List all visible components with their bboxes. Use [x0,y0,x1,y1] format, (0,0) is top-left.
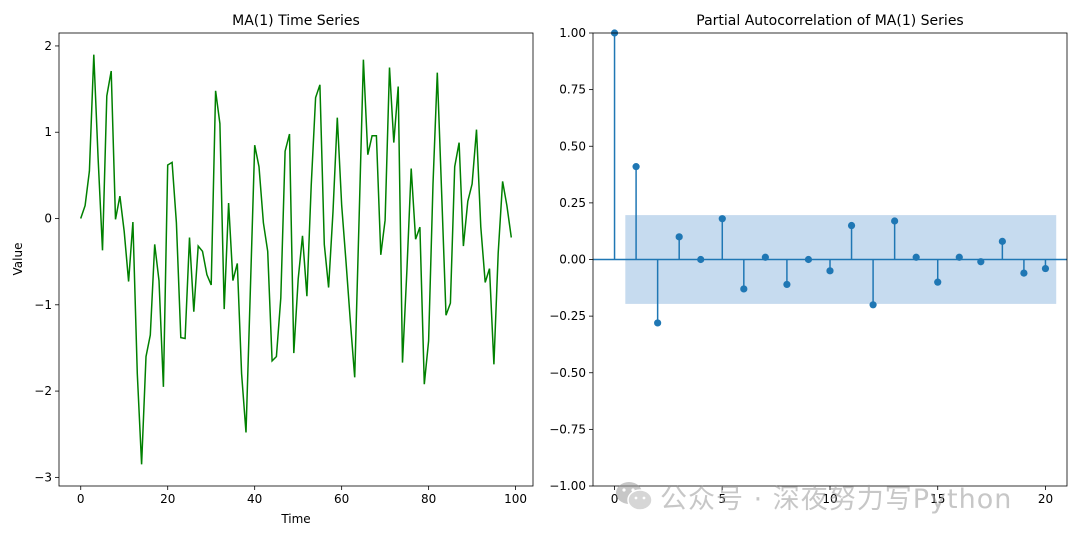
y-tick-label: 2 [44,39,52,53]
x-tick-label: 0 [77,492,85,506]
pacf-stems [610,29,1050,327]
x-tick-label: 5 [718,492,726,506]
y-tick-label: 0 [44,212,52,226]
pacf-marker [955,253,963,261]
pacf-marker [977,258,985,266]
x-tick-label: 60 [334,492,349,506]
chart-right-frame [592,32,1068,487]
chart-right-ticks: 0 5 10 15 20 −1.00 −0.75 −0.50 −0.25 0.00 0.25 0.50… [549,26,1053,506]
y-tick-label: 0.75 [559,83,586,97]
pacf-marker [718,215,726,223]
x-tick-label: 0 [611,492,619,506]
chart-left-ylabel: Value [11,243,25,276]
pacf-marker [654,319,662,327]
y-tick-label: 1.00 [559,26,586,40]
x-tick-label: 15 [930,492,945,506]
x-tick-label: 20 [160,492,175,506]
y-tick-label: −2 [34,384,52,398]
y-tick-label: −1 [34,298,52,312]
watermark: 公众号 · 深夜努力写Python [614,476,1012,516]
y-tick-label: 0.25 [559,196,586,210]
y-tick-label: −1.00 [549,479,586,493]
pacf-marker [1041,264,1050,273]
y-tick-label: −3 [34,470,52,484]
y-tick-label: 0.50 [559,139,586,153]
pacf-marker [761,253,769,261]
pacf-marker [1020,269,1028,277]
pacf-marker [934,278,942,286]
pacf-marker [804,255,813,264]
y-tick-label: −0.50 [549,366,586,380]
wechat-icon [616,482,653,511]
pacf-marker [891,217,899,225]
chart-left-title: MA(1) Time Series [232,13,360,29]
pacf-marker [912,253,920,261]
y-tick-label: 0.00 [559,253,586,267]
pacf-marker [998,237,1006,245]
pacf-marker [632,163,640,171]
y-tick-label: 1 [44,125,52,139]
y-tick-label: −0.75 [549,422,586,436]
chart-left-ticks: 0 20 40 60 80 100 −3 −2 −1 0 1 2 [34,39,527,506]
watermark-text: 公众号 · 深夜努力写Python [660,483,1013,515]
pacf-marker [783,280,791,289]
pacf-marker [826,267,834,275]
x-tick-label: 10 [822,492,837,506]
x-tick-label: 100 [504,492,527,506]
chart-left: MA(1) Time Series 0 20 40 60 80 100−3−2−1012 … [11,13,534,526]
chart-left-xlabel: Time [280,512,310,526]
chart-left-frame [58,32,534,487]
pacf-marker [675,233,683,241]
chart-right-title: Partial Autocorrelation of MA(1) Series [696,13,963,29]
x-tick-label: 80 [421,492,436,506]
x-tick-label: 20 [1038,492,1053,506]
y-tick-label: −0.25 [549,309,586,323]
series-line-ma1 [79,54,513,465]
pacf-marker [869,301,877,309]
chart-right: Partial Autocorrelation of MA(1) Series … [549,13,1068,506]
x-tick-label: 40 [247,492,262,506]
pacf-marker [847,221,856,230]
pacf-marker [740,285,748,293]
pacf-marker [697,255,705,264]
